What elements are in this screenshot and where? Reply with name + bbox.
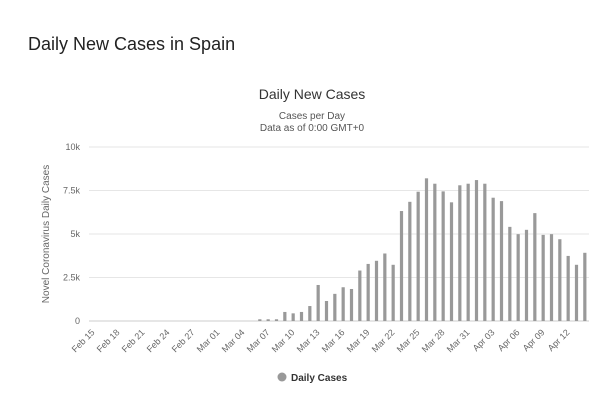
y-tick-label: 7.5k [63, 186, 81, 196]
x-tick-label: Apr 12 [546, 327, 572, 353]
bar[interactable] [466, 183, 470, 321]
bar[interactable] [558, 239, 562, 321]
bar[interactable] [258, 319, 262, 321]
x-tick-label: Mar 07 [245, 327, 272, 354]
bar[interactable] [383, 253, 387, 321]
x-tick-label: Mar 04 [220, 327, 247, 354]
bar[interactable] [441, 191, 445, 321]
y-tick-label: 0 [75, 316, 80, 326]
bar[interactable] [316, 284, 320, 321]
legend-label: Daily Cases [291, 373, 348, 384]
x-tick-label: Feb 15 [70, 327, 97, 354]
x-tick-label: Mar 31 [445, 327, 472, 354]
bar[interactable] [483, 183, 487, 321]
legend-marker [277, 372, 287, 382]
x-tick-label: Mar 22 [370, 327, 397, 354]
bar[interactable] [266, 319, 270, 321]
bar[interactable] [341, 287, 345, 321]
bar[interactable] [508, 226, 512, 321]
bar[interactable] [308, 306, 312, 321]
x-tick-label: Mar 19 [345, 327, 372, 354]
bar[interactable] [374, 260, 379, 321]
x-tick-label: Apr 06 [496, 327, 522, 353]
bar[interactable] [283, 311, 287, 321]
x-tick-label: Mar 16 [320, 327, 347, 354]
bar[interactable] [408, 201, 412, 321]
x-tick-label: Apr 09 [521, 327, 547, 353]
bar[interactable] [358, 270, 362, 321]
page-title: Daily New Cases in Spain [28, 34, 236, 54]
y-tick-label: 10k [65, 142, 80, 152]
chart-subtitle-1: Cases per Day [279, 111, 345, 122]
bar[interactable] [583, 252, 587, 321]
chart-subtitle-2: Data as of 0:00 GMT+0 [260, 123, 365, 134]
x-tick-label: Apr 03 [471, 327, 497, 353]
bar[interactable] [274, 319, 279, 321]
y-axis-label: Novel Coronavirus Daily Cases [41, 165, 52, 303]
bar[interactable] [299, 311, 304, 321]
chart-title: Daily New Cases [259, 86, 366, 102]
x-tick-label: Mar 25 [395, 327, 422, 354]
x-tick-label: Mar 01 [195, 327, 222, 354]
bar[interactable] [449, 202, 454, 321]
bar[interactable] [499, 201, 504, 321]
bar[interactable] [524, 229, 529, 321]
bar[interactable] [291, 313, 295, 321]
bar[interactable] [474, 180, 479, 321]
bar[interactable] [366, 263, 370, 321]
bar[interactable] [424, 178, 429, 321]
y-tick-label: 2.5k [63, 273, 81, 283]
bar[interactable] [416, 191, 420, 321]
x-tick-label: Mar 28 [420, 327, 447, 354]
bar[interactable] [549, 234, 554, 321]
bar[interactable] [349, 288, 354, 321]
x-tick-label: Feb 24 [145, 327, 172, 354]
bar[interactable] [574, 264, 579, 321]
bar[interactable] [541, 234, 545, 321]
bar[interactable] [491, 197, 495, 321]
x-tick-label: Mar 10 [270, 327, 297, 354]
bar[interactable] [399, 211, 404, 321]
x-tick-label: Feb 27 [170, 327, 197, 354]
x-tick-label: Feb 21 [120, 327, 147, 354]
bar[interactable] [333, 293, 337, 321]
bar[interactable] [324, 300, 329, 321]
bar[interactable] [566, 255, 570, 321]
x-tick-label: Feb 18 [95, 327, 122, 354]
bar[interactable] [391, 264, 395, 321]
y-tick-label: 5k [70, 229, 80, 239]
bar[interactable] [433, 183, 437, 321]
bar[interactable] [533, 213, 537, 321]
bar[interactable] [516, 234, 520, 321]
bar[interactable] [458, 185, 462, 321]
x-tick-label: Mar 13 [295, 327, 322, 354]
legend-item-daily-cases[interactable]: Daily Cases [277, 372, 348, 385]
